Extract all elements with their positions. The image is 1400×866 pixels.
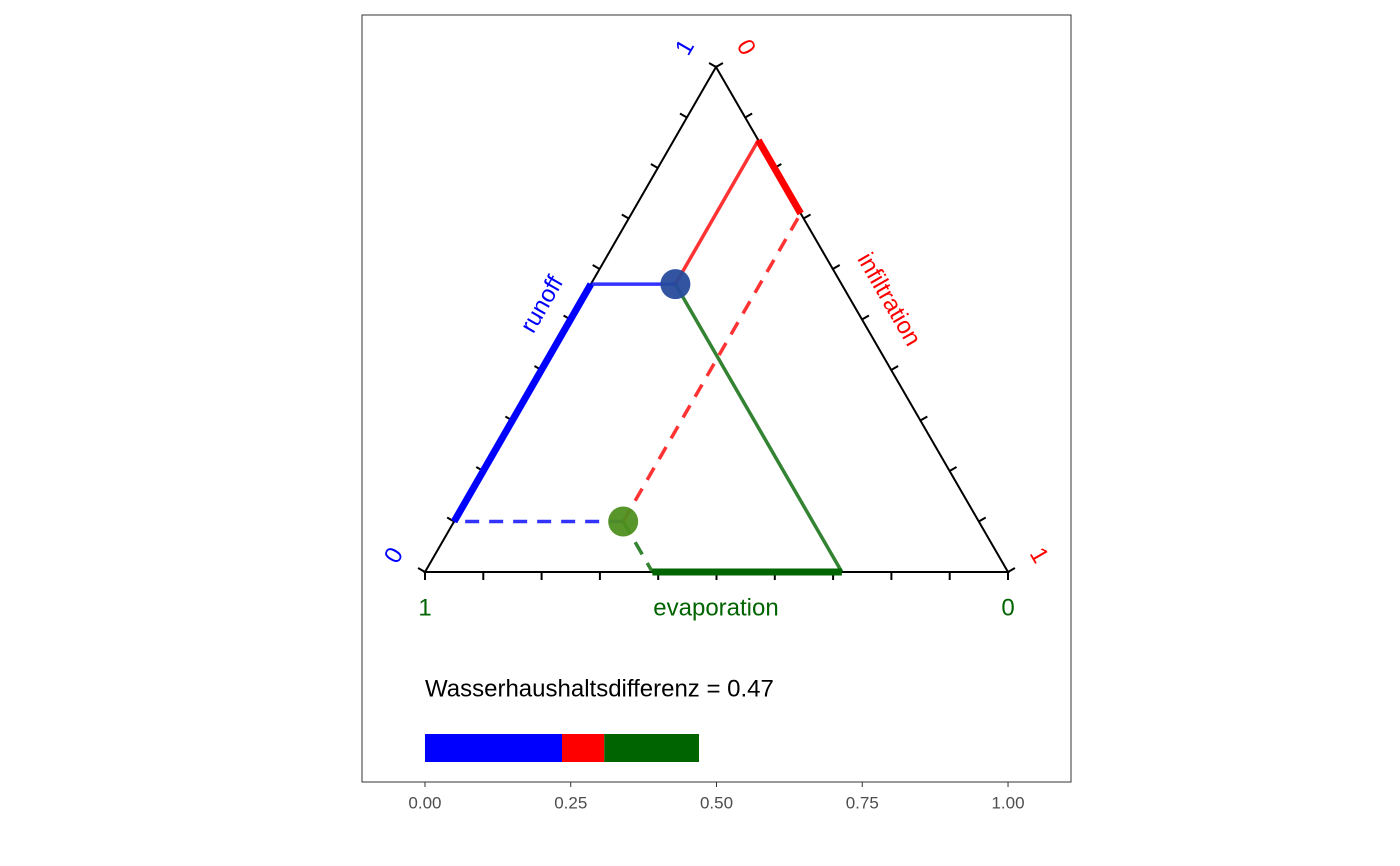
difference-bar bbox=[561, 734, 605, 762]
ternary-tick bbox=[890, 365, 899, 371]
ternary-tick bbox=[978, 516, 987, 523]
difference-bar bbox=[604, 734, 700, 762]
ternary-tick bbox=[803, 213, 812, 220]
difference-segment bbox=[451, 282, 594, 524]
ternary-tick bbox=[417, 567, 426, 573]
ternary-tick bbox=[832, 264, 841, 270]
x-tick-label: 0.75 bbox=[846, 793, 879, 812]
difference-bar bbox=[424, 734, 562, 762]
ternary-tick bbox=[708, 62, 717, 68]
x-tick-label: 1.00 bbox=[991, 793, 1024, 812]
x-tick-label: 0.00 bbox=[408, 793, 441, 812]
point bbox=[608, 506, 639, 537]
projection-line bbox=[673, 283, 844, 573]
point bbox=[660, 269, 691, 300]
axis-title: evaporation bbox=[653, 594, 778, 621]
ternary-tick bbox=[949, 466, 958, 472]
corner-label: 1 bbox=[418, 594, 431, 621]
projection-line bbox=[673, 139, 760, 286]
x-tick-label: 0.25 bbox=[554, 793, 587, 812]
panel bbox=[361, 14, 1072, 783]
x-tick-label: 0.50 bbox=[700, 793, 733, 812]
ternary-tick bbox=[861, 314, 870, 321]
ternary-tick bbox=[744, 112, 753, 119]
ternary-tick bbox=[650, 163, 659, 169]
ternary-tick bbox=[1007, 567, 1016, 573]
projection-line bbox=[621, 212, 803, 523]
ternary-tick bbox=[621, 213, 630, 220]
annotation: Wasserhaushaltsdifferenz = 0.47 bbox=[425, 675, 774, 702]
ternary-tick bbox=[592, 264, 601, 270]
difference-segment bbox=[755, 138, 804, 216]
ternary-tick bbox=[919, 415, 928, 422]
corner-label: 0 bbox=[1001, 594, 1014, 621]
ternary-tick bbox=[715, 62, 724, 68]
ternary-tick bbox=[679, 112, 688, 119]
